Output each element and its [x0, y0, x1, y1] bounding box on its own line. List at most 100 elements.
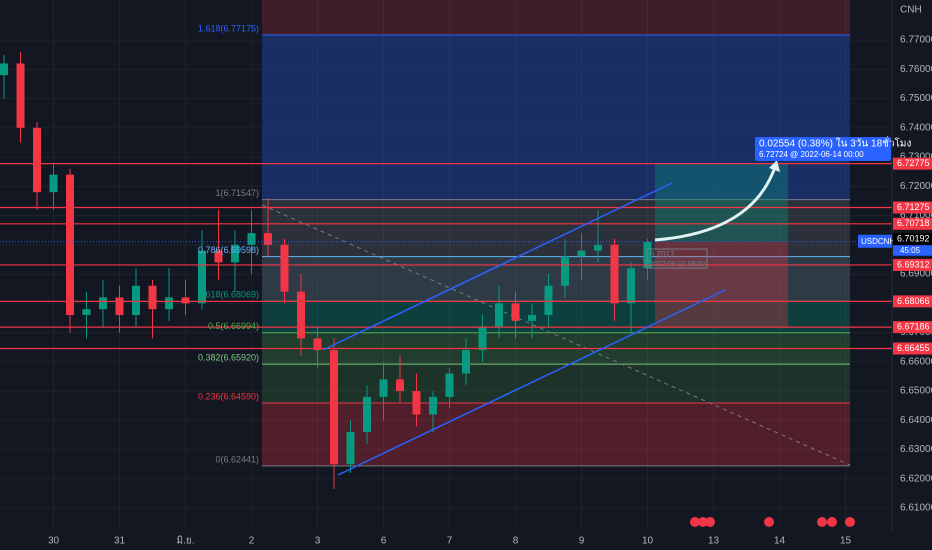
tooltip: 0.02554 (0.38%) ใน 3วัน 18ชั่วโมง — [759, 136, 911, 150]
candle-body — [577, 250, 586, 257]
fib-label: 0(6.62441) — [215, 454, 259, 464]
arrow-head — [769, 160, 780, 172]
candle-body — [82, 309, 91, 316]
candle-body — [379, 379, 388, 397]
fib-label: 0.786(6.69598) — [198, 245, 259, 255]
candle-body — [346, 432, 355, 465]
fib-label: 1.618(6.77175) — [198, 23, 259, 33]
y-tick-label: 6.61000 — [900, 503, 932, 514]
candle-body — [462, 350, 470, 374]
tooltip-box — [755, 137, 891, 161]
level-label: 6.66455 — [897, 343, 930, 353]
symbol-tag — [858, 234, 892, 248]
countdown: 45:05 — [900, 246, 921, 255]
candle-body — [594, 244, 602, 251]
fib-band — [262, 403, 850, 466]
symbol-label: USDCNH — [861, 237, 895, 246]
y-tick-label: 6.77000 — [900, 35, 932, 46]
axes: 6.61000 6.62000 6.63000 6.64000 6.65000 6.660… — [48, 23, 932, 547]
level-label: 6.70718 — [897, 218, 930, 228]
level-label: 6.67186 — [897, 322, 930, 332]
level-label: 6.71275 — [897, 202, 930, 212]
candle-body — [198, 250, 206, 304]
level-tag — [893, 342, 932, 355]
marker-label: 6.70192 — [897, 234, 930, 244]
level-label: 6.68066 — [897, 296, 930, 306]
candle-body — [247, 233, 256, 245]
level-tag — [893, 321, 932, 334]
candle-body — [544, 285, 553, 316]
y-tick-label: 6.63000 — [900, 444, 932, 455]
channel-upper — [322, 182, 673, 351]
candle-body — [0, 63, 8, 76]
candle-body — [511, 303, 520, 321]
y-tick-label: 6.62000 — [900, 473, 932, 484]
x-tick-label: 14 — [774, 536, 786, 547]
event-flags — [690, 517, 855, 527]
x-tick-label: 30 — [48, 536, 60, 547]
candle-body — [264, 233, 272, 245]
fib-label: 0.5(6.66994) — [208, 321, 259, 331]
candle-body — [330, 350, 338, 465]
projection-arrow — [654, 166, 777, 242]
x-tick-label: 8 — [513, 536, 519, 547]
candle-body — [412, 391, 421, 415]
x-tick-label: 10 — [642, 536, 654, 547]
candle-body — [16, 63, 25, 128]
candle-body — [445, 373, 454, 397]
fib-label: 0.236(6.64590) — [198, 391, 259, 401]
y-tick-label: 6.69000 — [900, 269, 932, 280]
candle-body — [478, 326, 487, 351]
fib-band — [262, 199, 850, 257]
level-tag — [893, 157, 932, 170]
x-tick-label: 31 — [114, 536, 126, 547]
level-tag — [893, 201, 932, 214]
fib-area — [0, 0, 892, 530]
y-tick-label: 6.64000 — [900, 415, 932, 426]
channel-lower — [337, 289, 726, 476]
candle-body — [627, 268, 635, 304]
y-tick-label: 6.73000 — [900, 152, 932, 163]
candle-body — [231, 244, 239, 263]
candle-body — [429, 396, 437, 415]
y-tick-label: 6.74000 — [900, 122, 932, 133]
fib-label: 0.618(6.68069) — [198, 290, 259, 300]
level-tag — [893, 258, 932, 271]
candle-body — [132, 285, 140, 316]
crosshair-time: 2022-06-10 09:00 — [650, 261, 705, 268]
y-tick-label: 6.75000 — [900, 93, 932, 104]
candle-body — [280, 244, 289, 292]
crosshair-box — [646, 248, 708, 269]
crosshair-price: 6.7017 — [650, 250, 675, 259]
level-tag — [893, 295, 932, 308]
fib-band — [262, 0, 850, 35]
candle-body — [528, 315, 536, 321]
candle-body — [214, 250, 223, 263]
candle-body — [148, 285, 157, 310]
level-label: 6.69312 — [897, 259, 930, 269]
trend-line — [261, 204, 851, 466]
x-tick-label: 6 — [381, 536, 387, 547]
candle-body — [115, 297, 124, 316]
candle-body — [99, 297, 107, 310]
x-tick-label: มิ.ย. — [176, 536, 194, 547]
candle-body — [165, 297, 173, 310]
x-tick-label: 9 — [579, 536, 585, 547]
candle-body — [66, 174, 74, 316]
candles — [0, 51, 892, 490]
fib-label: 1(6.71547) — [215, 188, 259, 198]
candle-body — [297, 291, 305, 339]
target-zone — [655, 163, 788, 242]
marker-tag — [893, 233, 932, 246]
x-tick-label: 15 — [840, 536, 852, 547]
candle-body — [181, 297, 190, 304]
y-tick-label: 6.71000 — [900, 210, 932, 221]
candle-body — [313, 338, 322, 351]
candle-body — [49, 174, 58, 193]
candle-body — [495, 303, 503, 327]
candle-body — [561, 256, 569, 286]
y-tick-label: 6.66000 — [900, 356, 932, 367]
x-tick-label: 7 — [447, 536, 453, 547]
